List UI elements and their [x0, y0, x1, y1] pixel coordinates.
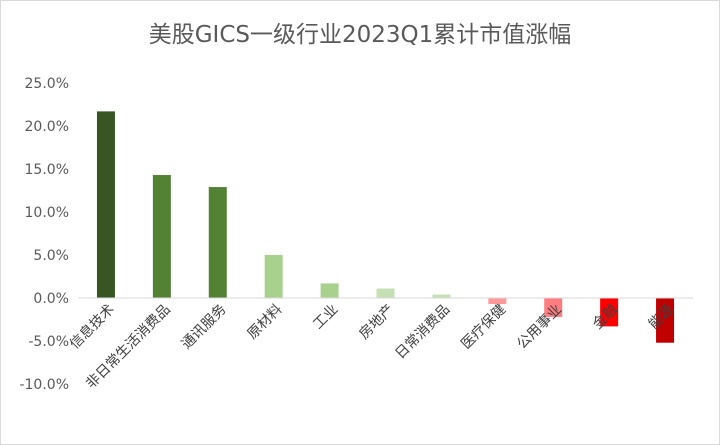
bar: [96, 111, 115, 298]
y-tick-label: -5.0%: [28, 334, 69, 350]
category-label: 房地产: [356, 302, 397, 343]
chart-title: 美股GICS一级行业2023Q1累计市值涨幅: [148, 22, 572, 48]
bar: [208, 187, 227, 298]
category-label: 公用事业: [514, 302, 565, 353]
y-tick-label: 20.0%: [25, 119, 69, 135]
bar: [376, 288, 395, 298]
y-tick-label: 5.0%: [33, 248, 69, 264]
category-label: 工业: [310, 302, 341, 333]
bar: [544, 298, 563, 317]
y-tick-label: 15.0%: [25, 162, 69, 178]
bar: [432, 294, 451, 298]
bar: [488, 298, 507, 305]
category-label: 原材料: [244, 302, 285, 343]
bar: [152, 175, 171, 298]
bar: [600, 298, 619, 327]
bar: [264, 255, 283, 298]
bars: [96, 111, 675, 343]
bar: [656, 298, 675, 343]
category-label: 通讯服务: [179, 302, 230, 353]
y-tick-label: 25.0%: [25, 76, 69, 92]
y-tick-label: -10.0%: [19, 377, 69, 393]
category-label: 医疗保健: [458, 302, 509, 353]
y-tick-label: 10.0%: [25, 205, 69, 221]
y-axis: 25.0% 20.0% 15.0% 10.0% 5.0% 0.0% -5.0% -10.0%: [19, 76, 69, 393]
y-tick-label: 0.0%: [33, 291, 69, 307]
category-label: 信息技术: [66, 301, 118, 353]
category-labels: 信息技术非日常生活消费品 通讯服务 原材料 工业 房地产日常消费品 医疗保健 公用事业 金融能…: [66, 301, 677, 392]
bar: [320, 283, 339, 298]
category-label: 日常消费品: [392, 302, 453, 363]
